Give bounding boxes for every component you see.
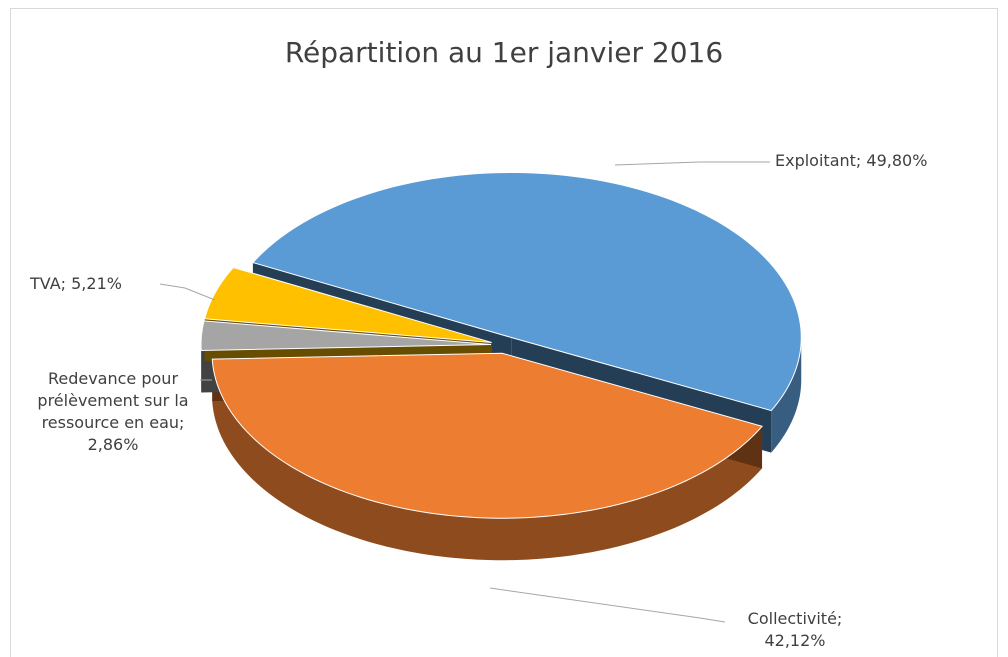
leader-line <box>614 161 770 166</box>
chart-frame <box>10 8 998 657</box>
pie-slice <box>251 171 802 412</box>
data-label: Exploitant; 49,80% <box>775 151 928 170</box>
pie-side <box>771 335 802 453</box>
chart-title: Répartition au 1er janvier 2016 <box>284 36 724 69</box>
pie-slice <box>211 352 763 519</box>
data-label: TVA; 5,21% <box>30 274 122 293</box>
data-label: Collectivité; 42,12% <box>747 609 843 650</box>
pie-side <box>212 359 763 561</box>
data-label: Redevance pour prélèvement sur la ressou… <box>37 369 189 454</box>
leader-line <box>489 587 726 623</box>
pie-slice <box>204 266 492 343</box>
pie-slice <box>200 320 492 351</box>
leader-line <box>159 283 216 301</box>
